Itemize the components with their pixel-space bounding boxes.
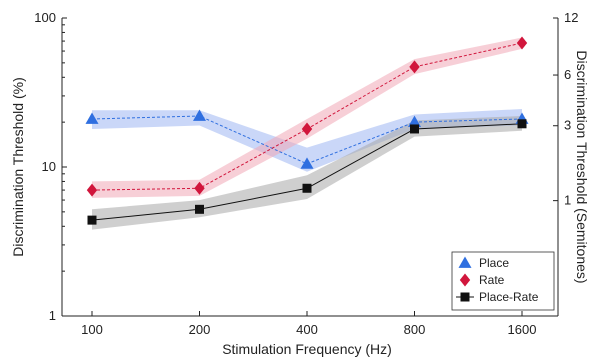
point-place-400 — [300, 157, 314, 169]
point-place-rate-400 — [302, 183, 312, 193]
axes: 100 200 400 800 1600 1 10 100 1 3 6 12 — [34, 10, 578, 337]
x-tick-label: 800 — [404, 322, 426, 337]
y-right-tick-label: 6 — [564, 67, 571, 82]
point-place-rate-1600 — [517, 119, 527, 129]
x-tick-label: 1600 — [508, 322, 537, 337]
y-tick-label: 100 — [34, 10, 56, 25]
x-axis-label: Stimulation Frequency (Hz) — [222, 341, 392, 357]
x-tick-label: 400 — [296, 322, 318, 337]
y-right-tick-label: 12 — [564, 10, 578, 25]
point-place-rate-800 — [410, 124, 419, 134]
series-markers — [85, 36, 529, 225]
point-rate-400 — [301, 122, 313, 136]
band-rate — [92, 37, 522, 198]
y-axis-right-label: Discrimination Threshold (Semitones) — [574, 50, 590, 283]
point-place-rate-200 — [195, 204, 204, 214]
y-tick-label: 10 — [42, 159, 56, 174]
legend: Place Rate Place-Rate — [451, 251, 555, 311]
legend-marker-rate — [459, 273, 471, 287]
point-place-100 — [85, 112, 99, 124]
band-place-rate — [92, 116, 522, 230]
legend-label-place: Place — [479, 256, 509, 270]
point-rate-800 — [409, 60, 420, 74]
legend-marker-place-rate — [460, 292, 470, 302]
y-right-tick-label: 3 — [564, 118, 571, 133]
y-axis-label: Discrimination Threshold (%) — [10, 77, 26, 256]
point-rate-1600 — [516, 36, 528, 50]
legend-label-place-rate: Place-Rate — [479, 290, 539, 304]
legend-marker-place — [458, 256, 472, 268]
point-place-rate-100 — [87, 215, 97, 225]
y-tick-label: 1 — [49, 308, 56, 323]
y-right-tick-label: 1 — [564, 193, 571, 208]
x-tick-label: 100 — [81, 322, 103, 337]
point-place-200 — [193, 109, 206, 121]
point-place-800 — [408, 115, 421, 128]
point-rate-200 — [194, 181, 205, 195]
x-tick-label: 200 — [189, 322, 211, 337]
legend-label-rate: Rate — [479, 273, 505, 287]
point-rate-100 — [86, 183, 98, 197]
